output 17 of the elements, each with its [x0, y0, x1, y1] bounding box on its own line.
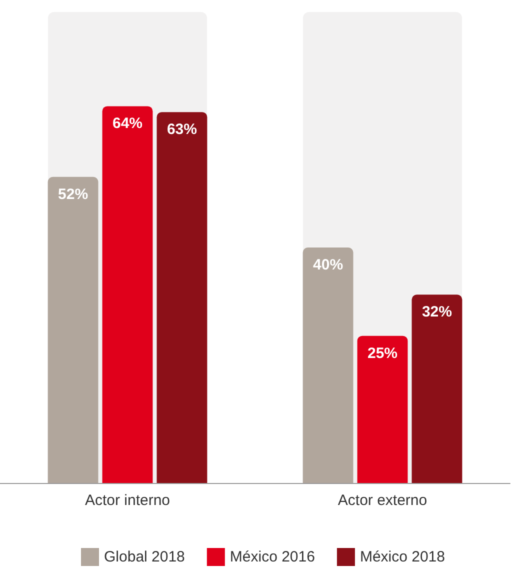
data-label: 32% — [422, 304, 452, 321]
data-label: 52% — [58, 186, 88, 203]
bar — [302, 248, 354, 483]
bar — [102, 106, 153, 483]
bar — [156, 112, 208, 483]
bar — [412, 294, 462, 483]
data-label: 25% — [367, 344, 398, 362]
bar — [357, 336, 408, 483]
legend-label: México 2018 — [360, 548, 446, 566]
data-label: 64% — [112, 115, 143, 132]
data-label: 40% — [313, 256, 344, 274]
bar — [48, 176, 98, 483]
legend-label: Global 2018 — [104, 548, 185, 566]
x-tick-label: Actor interno — [84, 492, 170, 509]
legend-label: México 2016 — [230, 548, 315, 566]
data-label: 63% — [166, 121, 197, 138]
x-tick-label: Actor externo — [338, 492, 428, 509]
